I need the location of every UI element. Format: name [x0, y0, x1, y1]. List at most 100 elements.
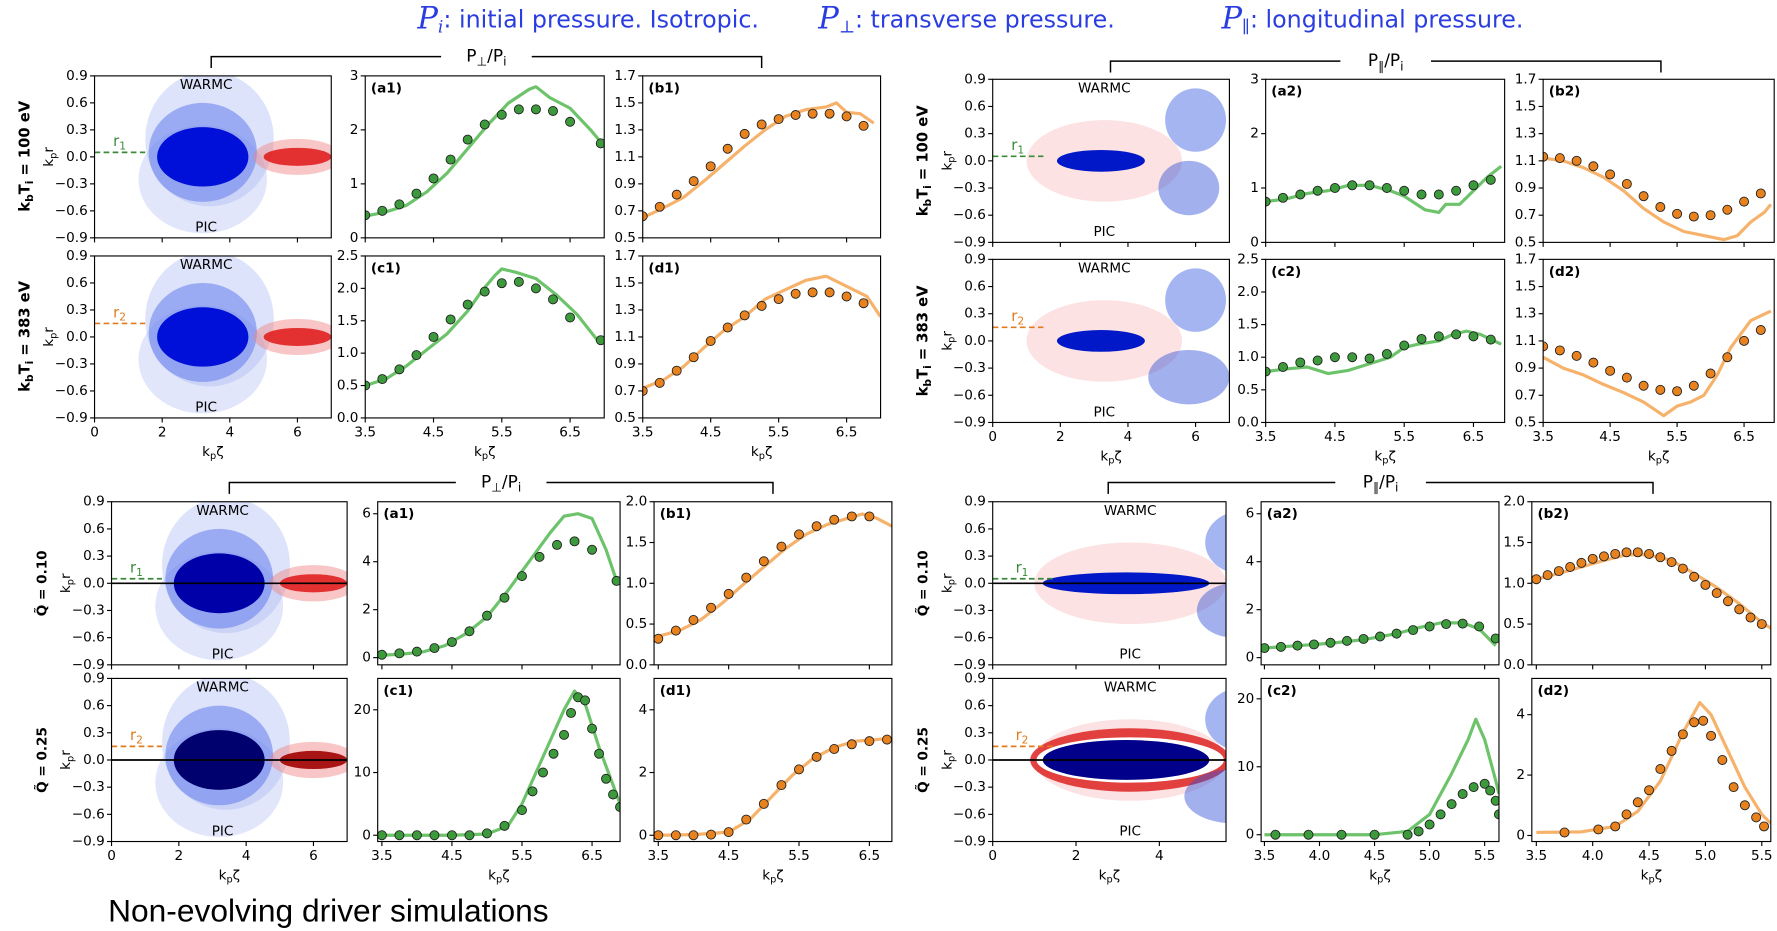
scatter-point — [1433, 331, 1444, 342]
scatter-point — [741, 814, 752, 825]
scatter-point — [1424, 819, 1435, 830]
y-tick-label: 0.0 — [626, 657, 648, 673]
x-tick-label: 6.5 — [1733, 429, 1755, 445]
annotation: PIC — [212, 647, 234, 663]
scatter-point — [1739, 335, 1750, 346]
y-tick-label: 0 — [362, 827, 371, 843]
y-tick-label: 2.0 — [337, 280, 359, 296]
plot-area — [377, 689, 621, 841]
radius-label-part: 2 — [1017, 316, 1024, 328]
scatter-point — [1275, 641, 1286, 652]
y-tick-label: 20 — [1237, 691, 1254, 707]
y-tick-label: 0.9 — [614, 356, 636, 372]
x-tick-label: 3.5 — [1532, 429, 1554, 445]
x-tick-label: 0 — [107, 848, 116, 864]
scatter-point — [739, 128, 750, 139]
y-axis-label-part: p — [946, 157, 957, 163]
y-tick-label: 0.6 — [66, 95, 88, 111]
group-label-part: /P — [1384, 51, 1400, 71]
heatmap-shape — [1165, 268, 1227, 332]
x-axis-label-part: p — [1106, 875, 1112, 886]
scatter-point — [530, 283, 541, 294]
scatter-point — [365, 380, 371, 391]
line-series — [1536, 701, 1771, 835]
scatter-point — [1312, 185, 1323, 196]
scatter-point — [1446, 799, 1457, 810]
y-tick-label: 0.6 — [964, 279, 986, 295]
scatter-point — [811, 521, 822, 532]
y-tick-label: 1.5 — [614, 275, 636, 291]
x-tick-label: 3.5 — [647, 848, 669, 864]
scatter-point — [1717, 754, 1728, 765]
scatter-point — [1705, 368, 1716, 379]
radius-label-part: r — [130, 560, 137, 577]
y-tick-label: 1.5 — [337, 313, 359, 329]
scatter-point — [864, 511, 875, 522]
scatter-point — [1638, 380, 1649, 391]
scatter-point — [1451, 185, 1462, 196]
x-axis-label: kpζ — [202, 444, 223, 462]
plot-area — [1261, 618, 1499, 654]
y-tick-label: 4 — [362, 554, 371, 570]
scatter-point — [1672, 208, 1683, 219]
scatter-point — [1755, 325, 1766, 336]
x-tick-label: 4.5 — [423, 425, 445, 441]
panel-label: (a1) — [371, 80, 402, 96]
line-series — [1543, 156, 1773, 242]
x-tick-label: 5.5 — [511, 848, 533, 864]
heatmap-shape — [157, 127, 249, 187]
x-axis-label-part: k — [1374, 448, 1382, 464]
y-axis-label-part: k — [58, 762, 74, 770]
y-tick-label: 2.0 — [1503, 494, 1525, 510]
scatter-point — [1364, 180, 1375, 191]
panel-label: (b1) — [660, 506, 692, 522]
y-tick-label: 2.0 — [626, 494, 648, 510]
scatter-point — [527, 786, 538, 797]
x-tick-label: 5.0 — [1419, 848, 1441, 864]
annotation: WARMC — [196, 679, 249, 695]
y-axis-label: kpr — [939, 573, 957, 593]
y-axis-label-part: r — [41, 327, 57, 333]
group-label-part: ⊥ — [477, 54, 488, 68]
x-axis-label-part: ζ — [502, 868, 509, 884]
axes-frame — [1265, 258, 1506, 424]
row-label-part: T — [915, 369, 932, 379]
group-label: P⊥/Pi — [481, 472, 521, 494]
annotation: PIC — [1119, 647, 1141, 663]
y-tick-label: 1.1 — [614, 329, 636, 345]
scatter-point — [756, 119, 767, 130]
heatmap-shape — [1056, 330, 1145, 352]
scatter-point — [1329, 352, 1340, 363]
y-tick-label: −0.3 — [55, 356, 88, 372]
x-tick-label: 4.5 — [441, 848, 463, 864]
y-tick-label: 0.6 — [964, 698, 986, 714]
x-axis-label-part: k — [751, 444, 759, 460]
scatter-point — [1413, 826, 1424, 837]
scatter-point — [654, 377, 665, 388]
y-axis-label-part: r — [58, 750, 74, 756]
y-tick-label: −0.6 — [55, 383, 88, 399]
panel-label: (d2) — [1549, 264, 1581, 280]
scatter-point — [1576, 557, 1587, 568]
row-label: kbTi = 383 eV — [16, 280, 35, 391]
row-label-part: = 100 eV — [16, 100, 33, 180]
scatter-point — [1485, 785, 1496, 796]
scatter-point — [846, 739, 857, 750]
y-tick-label: 0 — [350, 230, 359, 246]
row-label-part: T — [16, 184, 33, 194]
y-tick-label: −0.9 — [55, 230, 88, 246]
y-axis-label-part: p — [65, 579, 76, 585]
y-tick-label: 0.9 — [614, 176, 636, 192]
x-axis-label-part: p — [496, 875, 502, 886]
row-label-part: i — [922, 185, 934, 189]
y-tick-label: 0.9 — [66, 248, 88, 264]
scatter-point — [858, 298, 869, 309]
y-axis-label: kpr — [58, 750, 76, 770]
line-series — [381, 689, 621, 837]
x-axis-label-part: k — [1099, 868, 1107, 884]
x-axis-label-part: k — [762, 868, 770, 884]
y-axis-label-part: p — [946, 337, 957, 343]
y-tick-label: 0.9 — [964, 71, 986, 87]
scatter-point — [517, 805, 527, 816]
scatter-point — [377, 205, 388, 216]
